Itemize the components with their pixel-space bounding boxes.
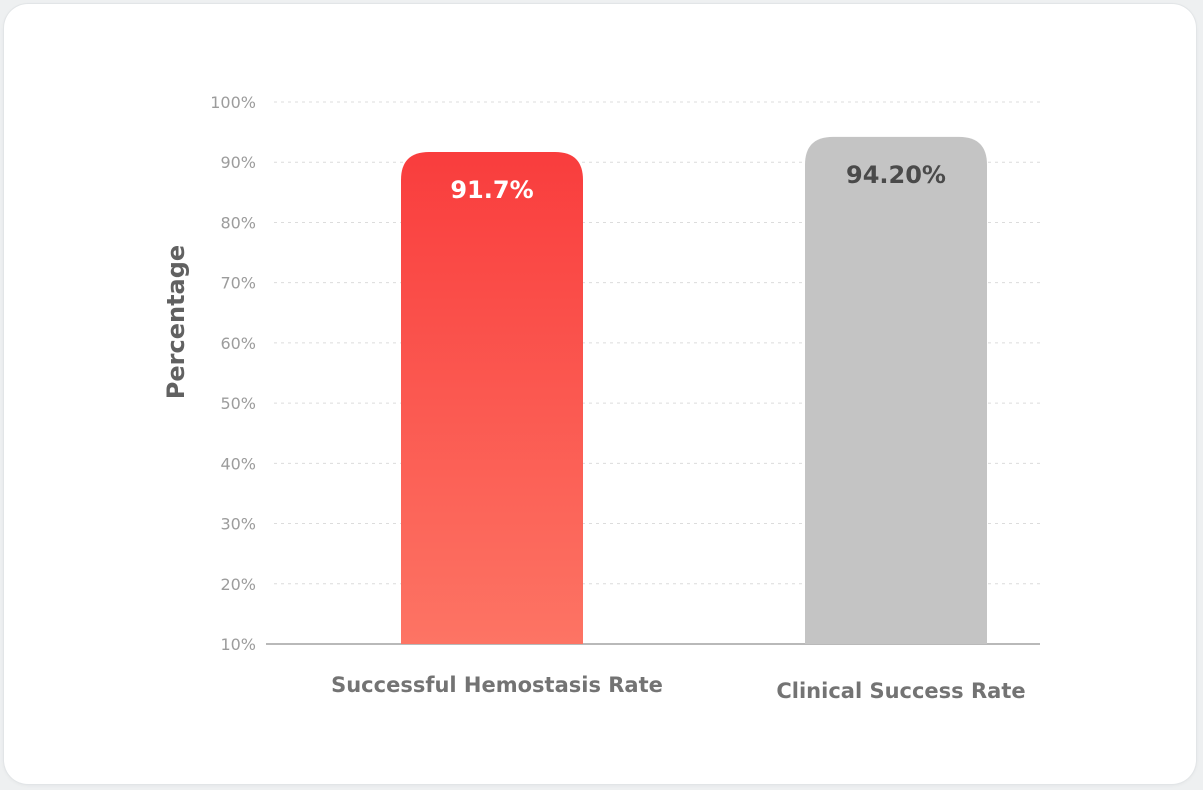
y-tick-label: 20%: [220, 575, 256, 594]
chart-card: 10% 20% 30% 40% 50% 60% 70% 80% 90% 100% 91.7% Succ…: [4, 4, 1196, 784]
y-tick-label: 80%: [220, 213, 256, 232]
y-tick-label: 50%: [220, 394, 256, 413]
bar-data-label: 94.20%: [846, 161, 946, 189]
bar-clinical-success: [805, 136, 987, 644]
y-tick-label: 100%: [210, 93, 256, 112]
y-tick-label: 90%: [220, 153, 256, 172]
bar-data-label: 91.7%: [450, 176, 533, 204]
y-tick-label: 70%: [220, 274, 256, 293]
y-tick-label: 60%: [220, 334, 256, 353]
x-category-label: Successful Hemostasis Rate: [331, 673, 663, 697]
bar-successful-hemostasis: [401, 151, 583, 645]
y-tick-label: 10%: [220, 635, 256, 654]
y-tick-label: 40%: [220, 454, 256, 473]
x-category-label: Clinical Success Rate: [776, 679, 1025, 703]
bar-chart: 10% 20% 30% 40% 50% 60% 70% 80% 90% 100% 91.7% Succ…: [162, 93, 1040, 703]
y-axis-label: Percentage: [162, 245, 190, 399]
y-tick-label: 30%: [220, 515, 256, 534]
